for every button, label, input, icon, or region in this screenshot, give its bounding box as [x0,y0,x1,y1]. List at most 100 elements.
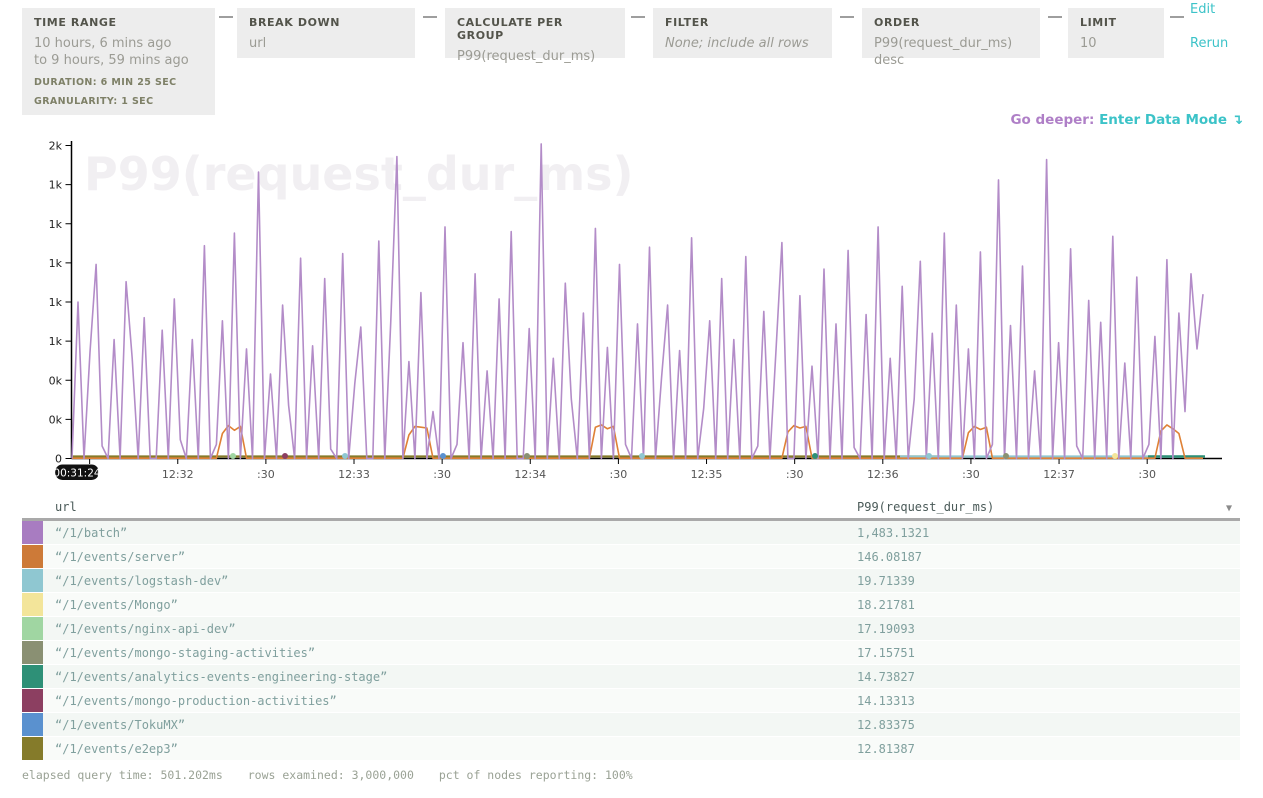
row-url: “/1/events/TokuMX” [55,717,186,732]
row-value: 17.15751 [857,645,915,660]
results-table: url P99(request_dur_ms) ▼ “/1/batch” 1,4… [22,496,1240,761]
svg-text:12:35: 12:35 [691,468,723,481]
row-url: “/1/events/e2ep3” [55,741,178,756]
time-range-duration: DURATION: 6 MIN 25 SEC [34,77,177,88]
panel-filter[interactable]: FILTER None; include all rows [653,8,832,58]
sort-desc-icon[interactable]: ▼ [1225,503,1232,514]
panel-calculate[interactable]: CALCULATE PER GROUP P99(request_dur_ms) [445,8,625,64]
svg-text::30: :30 [1138,468,1156,481]
value-column-header[interactable]: P99(request_dur_ms) ▼ [857,500,1232,514]
stat-elapsed: elapsed query time: 501.202ms [22,768,223,782]
svg-text:0: 0 [55,453,62,466]
series-color-swatch [22,665,43,688]
table-row[interactable]: “/1/events/mongo-staging-activities” 17.… [22,641,1240,665]
time-range-title: TIME RANGE [34,16,117,29]
svg-text:12:34: 12:34 [514,468,546,481]
table-row[interactable]: “/1/events/Mongo” 18.21781 [22,593,1240,617]
row-value: 12.81387 [857,741,915,756]
row-value: 17.19093 [857,621,915,636]
go-deeper-prefix: Go deeper: [1010,112,1095,128]
svg-text:12:36: 12:36 [867,468,899,481]
series-color-swatch [22,521,43,544]
series-color-swatch [22,593,43,616]
row-url: “/1/events/logstash-dev” [55,573,229,588]
panel-connector-dash [840,16,854,18]
svg-text:0k: 0k [49,374,63,387]
table-row[interactable]: “/1/events/TokuMX” 12.83375 [22,713,1240,737]
row-value: 14.13313 [857,693,915,708]
stat-rows-examined: rows examined: 3,000,000 [247,768,414,782]
edit-link[interactable]: Edit [1190,2,1216,17]
time-range-granularity: GRANULARITY: 1 SEC [34,96,154,107]
row-url: “/1/batch” [55,525,128,540]
panel-connector-dash [631,16,645,18]
svg-text:1k: 1k [49,296,63,309]
timeseries-chart[interactable]: 2k 1k 1k 1k 1k 1k 0k 0k 0 12:32:30 12:33:30 12:34:3… [0,135,1263,487]
calculate-value: P99(request_dur_ms) [457,49,596,64]
row-url: “/1/events/server” [55,549,186,564]
row-value: 12.83375 [857,717,915,732]
panel-break-down[interactable]: BREAK DOWN url [237,8,415,58]
row-url: “/1/events/analytics-events-engineering-… [55,669,388,684]
break-down-value: url [249,36,267,51]
svg-text::30: :30 [433,468,451,481]
chart-area: P99(request_dur_ms) 2k 1k 1k 1k 1k 1k 0k 0k 0 12:… [0,135,1263,487]
row-url: “/1/events/mongo-production-activities” [55,693,337,708]
filter-title: FILTER [665,16,709,29]
table-body: “/1/batch” 1,483.1321 “/1/events/server”… [22,521,1240,761]
svg-text:1k: 1k [49,179,63,192]
svg-text:12:37: 12:37 [1043,468,1075,481]
limit-value: 10 [1080,36,1097,51]
swatch-column-header [22,496,43,518]
url-column-header[interactable]: url [55,500,77,514]
svg-text::30: :30 [610,468,628,481]
row-value: 19.71339 [857,573,915,588]
table-row[interactable]: “/1/batch” 1,483.1321 [22,521,1240,545]
svg-text::30: :30 [962,468,980,481]
table-row[interactable]: “/1/events/analytics-events-engineering-… [22,665,1240,689]
calculate-title: CALCULATE PER GROUP [457,16,563,42]
stat-nodes-reporting: pct of nodes reporting: 100% [438,768,633,782]
time-range-line2: to 9 hours, 59 mins ago [34,53,189,68]
series-color-swatch [22,737,43,760]
filter-value: None; include all rows [665,36,809,51]
table-row[interactable]: “/1/events/mongo-production-activities” … [22,689,1240,713]
panel-time-range[interactable]: TIME RANGE 10 hours, 6 mins ago to 9 hou… [22,8,215,115]
panel-connector-dash [423,16,437,18]
corner-down-arrow-icon: ↴ [1231,112,1243,128]
svg-text:2k: 2k [49,140,63,153]
svg-text::30: :30 [257,468,275,481]
panel-limit[interactable]: LIMIT 10 [1068,8,1164,58]
rerun-link[interactable]: Rerun [1190,36,1229,51]
break-down-title: BREAK DOWN [249,16,341,29]
limit-title: LIMIT [1080,16,1117,29]
series-color-swatch [22,641,43,664]
svg-text:12:33: 12:33 [338,468,370,481]
series-color-swatch [22,689,43,712]
table-row[interactable]: “/1/events/nginx-api-dev” 17.19093 [22,617,1240,641]
svg-text:1k: 1k [49,335,63,348]
order-title: ORDER [874,16,920,29]
order-value: P99(request_dur_ms) desc [874,36,1013,68]
svg-text:12:32: 12:32 [162,468,194,481]
table-row[interactable]: “/1/events/logstash-dev” 19.71339 [22,569,1240,593]
series-color-swatch [22,617,43,640]
series-color-swatch [22,545,43,568]
svg-text:0k: 0k [49,413,63,426]
panel-order[interactable]: ORDER P99(request_dur_ms) desc [862,8,1040,68]
panel-connector-dash [219,16,233,18]
table-header-row: url P99(request_dur_ms) ▼ [22,496,1240,521]
go-deeper: Go deeper: Enter Data Mode ↴ [1010,112,1243,128]
row-url: “/1/events/nginx-api-dev” [55,621,236,636]
svg-text:1k: 1k [49,218,63,231]
svg-text:00:31:24: 00:31:24 [53,468,100,480]
enter-data-mode-link[interactable]: Enter Data Mode ↴ [1099,112,1243,128]
row-value: 18.21781 [857,597,915,612]
table-row[interactable]: “/1/events/e2ep3” 12.81387 [22,737,1240,761]
row-url: “/1/events/mongo-staging-activities” [55,645,316,660]
row-value: 146.08187 [857,549,923,564]
panel-connector-dash [1048,16,1062,18]
table-row[interactable]: “/1/events/server” 146.08187 [22,545,1240,569]
row-url: “/1/events/Mongo” [55,597,178,612]
